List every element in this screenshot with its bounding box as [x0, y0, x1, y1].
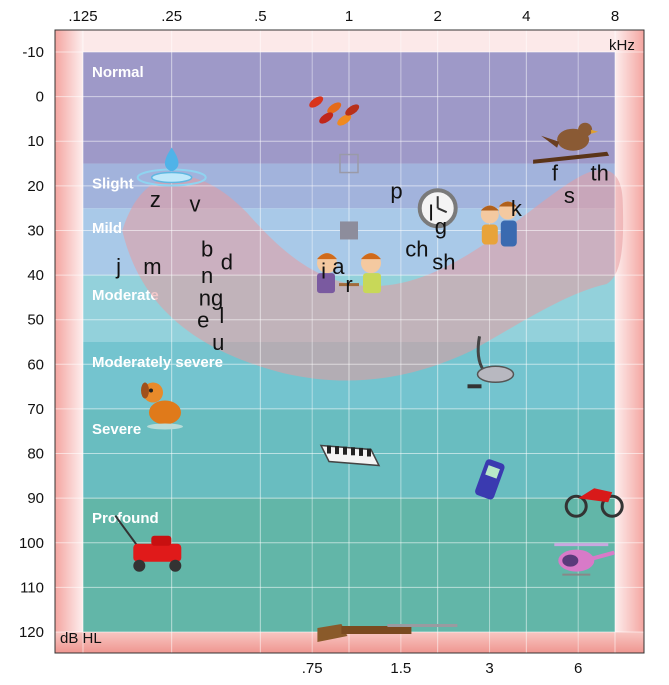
- speech-sound: u: [212, 330, 224, 355]
- piano-icon: [319, 444, 381, 467]
- children-icon: [480, 201, 517, 247]
- severity-band-label: Mild: [92, 220, 122, 237]
- speech-sound: d: [221, 250, 233, 275]
- severity-band-label: Normal: [92, 64, 144, 81]
- speech-sound: ng: [199, 285, 223, 310]
- speech-sound: e: [197, 308, 209, 333]
- x-unit-label: kHz: [609, 37, 635, 54]
- y-tick-label: 30: [27, 222, 44, 239]
- clock-icon: [417, 188, 458, 229]
- y-tick-label: 10: [27, 133, 44, 150]
- severity-band-label: Severe: [92, 421, 141, 438]
- x-tick-label-bottom: .75: [302, 660, 323, 677]
- severity-band-label: Moderate: [92, 287, 159, 304]
- speech-sound: p: [390, 178, 402, 203]
- x-tick-label-top: .125: [68, 8, 97, 25]
- x-tick-label-top: 8: [611, 8, 619, 25]
- speech-sound: r: [345, 272, 352, 297]
- motorcycle-icon: [564, 488, 624, 518]
- leaves-icon: [309, 96, 360, 126]
- speech-sound: z: [150, 187, 161, 212]
- speech-sound: i: [321, 259, 326, 284]
- speech-sound: sh: [432, 250, 455, 275]
- dog-icon: [141, 382, 183, 430]
- filled-square-marker: [340, 221, 358, 240]
- x-tick-label-top: 2: [433, 8, 441, 25]
- water-drop-icon: [136, 147, 207, 187]
- vacuum-icon: [467, 336, 515, 389]
- rifle-icon: [317, 624, 458, 642]
- phone-icon: [475, 459, 505, 500]
- y-tick-label: 110: [20, 579, 44, 596]
- left-edge: [55, 30, 83, 653]
- speech-sound: k: [511, 196, 523, 221]
- plot-frame: [54, 29, 645, 654]
- y-tick-label: 70: [27, 401, 44, 418]
- speech-sound: g: [435, 214, 447, 239]
- lawnmower-icon: [114, 515, 182, 572]
- speech-sound: l: [219, 303, 224, 328]
- open-square-marker: [339, 153, 359, 174]
- y-tick-label: 40: [27, 267, 44, 284]
- y-unit-label: dB HL: [60, 630, 102, 647]
- severity-band-label: Moderately severe: [92, 354, 223, 371]
- y-tick-label: 120: [19, 624, 44, 641]
- bird-icon: [533, 122, 610, 164]
- people-talking-icon: [317, 253, 381, 294]
- y-tick-label: 60: [27, 356, 44, 373]
- speech-sound: ch: [405, 236, 428, 261]
- speech-banana: [122, 169, 624, 381]
- y-tick-label: 90: [27, 490, 44, 507]
- x-tick-label-top: .25: [161, 8, 182, 25]
- speech-sound: l: [429, 201, 434, 226]
- y-tick-label: 0: [36, 89, 44, 106]
- speech-sound: th: [591, 160, 609, 185]
- helicopter-icon: [554, 543, 615, 576]
- speech-sound: b: [201, 236, 213, 261]
- y-tick-label: 20: [27, 178, 44, 195]
- speech-sound: j: [115, 254, 121, 279]
- speech-sound: m: [143, 254, 161, 279]
- y-tick-label: 50: [27, 312, 44, 329]
- speech-sound: v: [189, 192, 200, 217]
- speech-sound: a: [332, 254, 345, 279]
- x-tick-label-top: .5: [254, 8, 267, 25]
- x-tick-label-bottom: 3: [485, 660, 493, 677]
- severity-band-label: Slight: [92, 176, 134, 193]
- x-tick-label-bottom: 6: [574, 660, 582, 677]
- x-tick-label-bottom: 1.5: [390, 660, 411, 677]
- y-tick-label: 80: [27, 446, 44, 463]
- x-tick-label-top: 1: [345, 8, 353, 25]
- speech-sound: f: [552, 160, 559, 185]
- speech-sound: n: [201, 263, 213, 288]
- y-tick-label: -10: [22, 44, 44, 61]
- right-edge: [615, 30, 644, 653]
- speech-sound: s: [564, 183, 575, 208]
- severity-band-label: Profound: [92, 510, 159, 527]
- x-tick-label-top: 4: [522, 8, 530, 25]
- y-tick-label: 100: [19, 535, 44, 552]
